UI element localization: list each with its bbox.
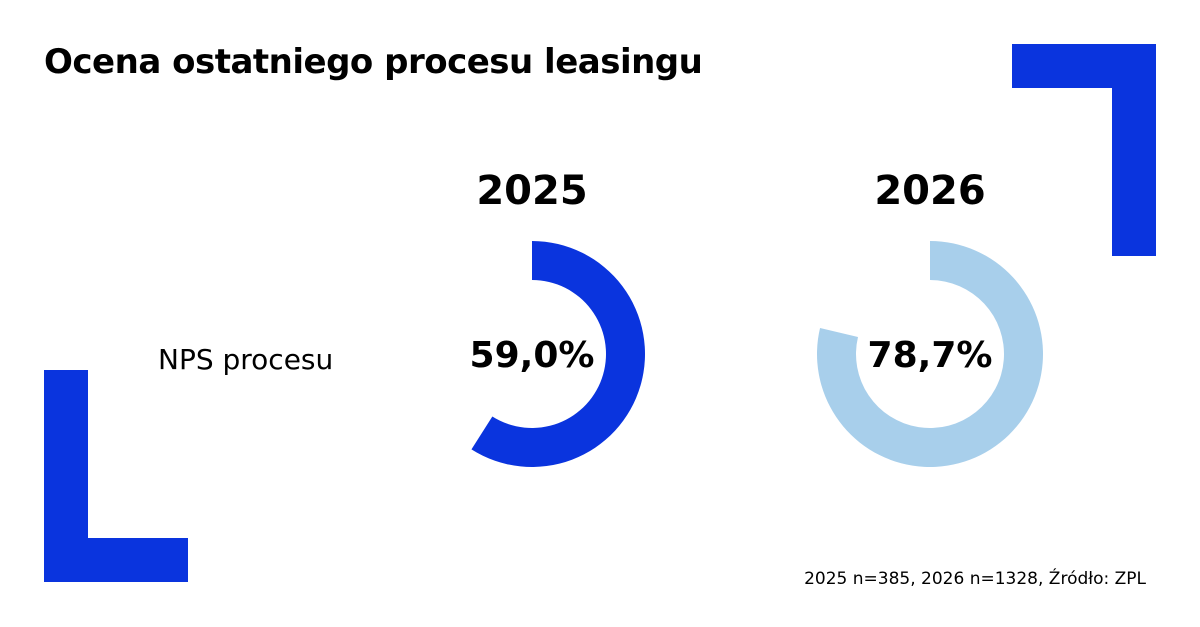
footnote: 2025 n=385, 2026 n=1328, Źródło: ZPL (804, 569, 1146, 589)
donut-arc-2026 (817, 241, 1043, 467)
donut-arc-2025 (471, 241, 645, 467)
page-title: Ocena ostatniego procesu leasingu (44, 42, 703, 82)
corner-bracket-top-right-vertical (1112, 44, 1156, 256)
value-label-2026: 78,7% (868, 335, 993, 376)
year-label-2026: 2026 (874, 168, 986, 214)
corner-bracket-bottom-left-horizontal (44, 538, 188, 582)
row-label-nps: NPS procesu (158, 343, 334, 376)
year-label-2025: 2025 (476, 168, 588, 214)
value-label-2025: 59,0% (470, 335, 595, 376)
